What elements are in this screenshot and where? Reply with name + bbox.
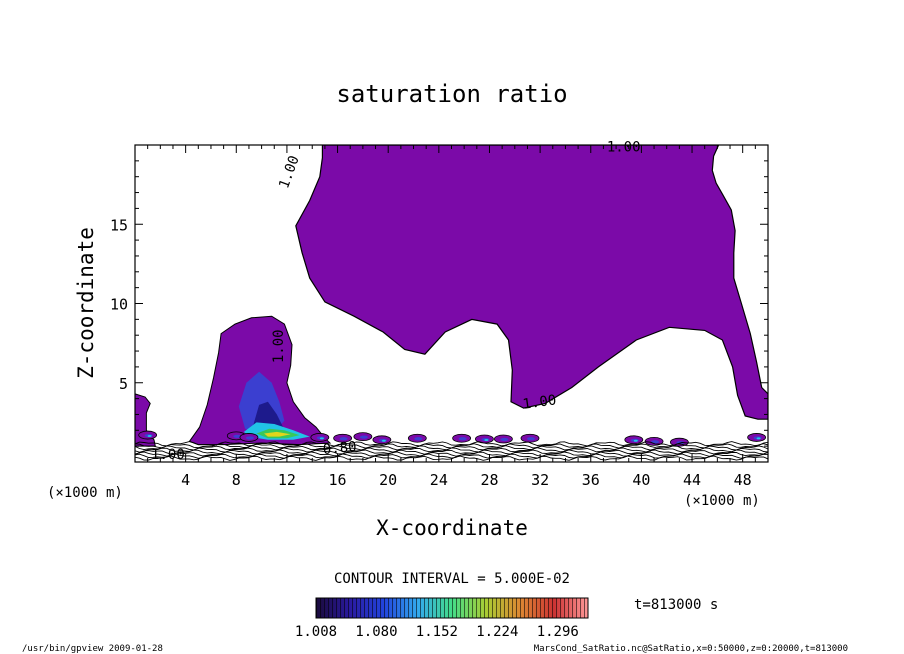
x-tick-label: 28 — [480, 471, 498, 489]
footer-left: /usr/bin/gpview 2009-01-28 — [22, 644, 163, 654]
x-tick-label: 44 — [683, 471, 701, 489]
surface-patch — [239, 433, 259, 442]
surface-patch — [494, 434, 513, 444]
surface-patch — [452, 433, 472, 443]
surface-contour-line — [135, 449, 768, 455]
y-axis-title: Z-coordinate — [74, 227, 98, 379]
footer-right: MarsCond_SatRatio.nc@SatRatio,x=0:50000,… — [534, 644, 848, 654]
surface-patch — [333, 433, 353, 443]
surface-contour-line — [135, 447, 768, 453]
colorbar-tick-label: 1.008 — [295, 624, 337, 640]
surface-patch — [353, 432, 373, 442]
x-tick-label: 4 — [181, 471, 190, 489]
colorbar-frame — [315, 597, 589, 619]
surface-patch — [747, 433, 767, 442]
y-unit-label: (×1000 m) — [47, 485, 123, 501]
surface-patch — [475, 434, 494, 444]
x-tick-label: 48 — [734, 471, 752, 489]
surface-patch — [644, 436, 664, 446]
colorbar-tick-label: 1.224 — [476, 624, 518, 640]
plot-area: 1.001.001.001.000.801.00 — [134, 139, 769, 463]
surface-contour-line — [135, 441, 768, 447]
time-label: t=813000 s — [634, 597, 718, 613]
cloud-core-yellow — [264, 431, 291, 437]
colorbar-stripes — [316, 598, 588, 618]
x-axis-title: X-coordinate — [376, 516, 528, 540]
y-tick-label: 5 — [119, 375, 128, 393]
surface-patch — [310, 433, 330, 442]
surface-patch — [407, 433, 427, 443]
x-tick-label: 24 — [430, 471, 448, 489]
surface-contour-line — [135, 451, 768, 457]
contour-label: 0.80 — [322, 439, 357, 458]
upper-supersaturated-region — [295, 145, 768, 420]
contour-label: 1.00 — [151, 447, 185, 463]
surface-patch — [520, 433, 540, 443]
contour-label: 1.00 — [522, 392, 558, 413]
surface-patch — [138, 430, 158, 440]
x-tick-label: 8 — [232, 471, 241, 489]
surface-patch — [372, 435, 392, 445]
x-tick-label: 12 — [278, 471, 296, 489]
x-tick-label: 20 — [379, 471, 397, 489]
contour-label: 1.00 — [607, 139, 641, 155]
y-tick-label: 10 — [110, 296, 128, 314]
contour-label: 1.00 — [271, 329, 287, 363]
chart-title: saturation ratio — [336, 80, 567, 108]
colorbar-tick-label: 1.296 — [537, 624, 579, 640]
x-tick-label: 36 — [582, 471, 600, 489]
colorbar-tick-label: 1.152 — [416, 624, 458, 640]
contour-interval-text: CONTOUR INTERVAL = 5.000E-02 — [334, 571, 570, 587]
colorbar-tick-label: 1.080 — [355, 624, 397, 640]
x-axis: 4 8 12 16 20 24 28 32 36 40 44 48 — [147, 145, 756, 489]
x-tick-label: 32 — [531, 471, 549, 489]
x-tick-label: 16 — [329, 471, 347, 489]
x-unit-label: (×1000 m) — [684, 493, 760, 509]
surface-patch — [624, 435, 644, 445]
x-tick-label: 40 — [632, 471, 650, 489]
y-tick-label: 15 — [110, 216, 128, 234]
y-axis: 5 10 15 — [110, 160, 768, 447]
colorbar: 1.008 1.080 1.152 1.224 1.296 — [295, 597, 589, 640]
